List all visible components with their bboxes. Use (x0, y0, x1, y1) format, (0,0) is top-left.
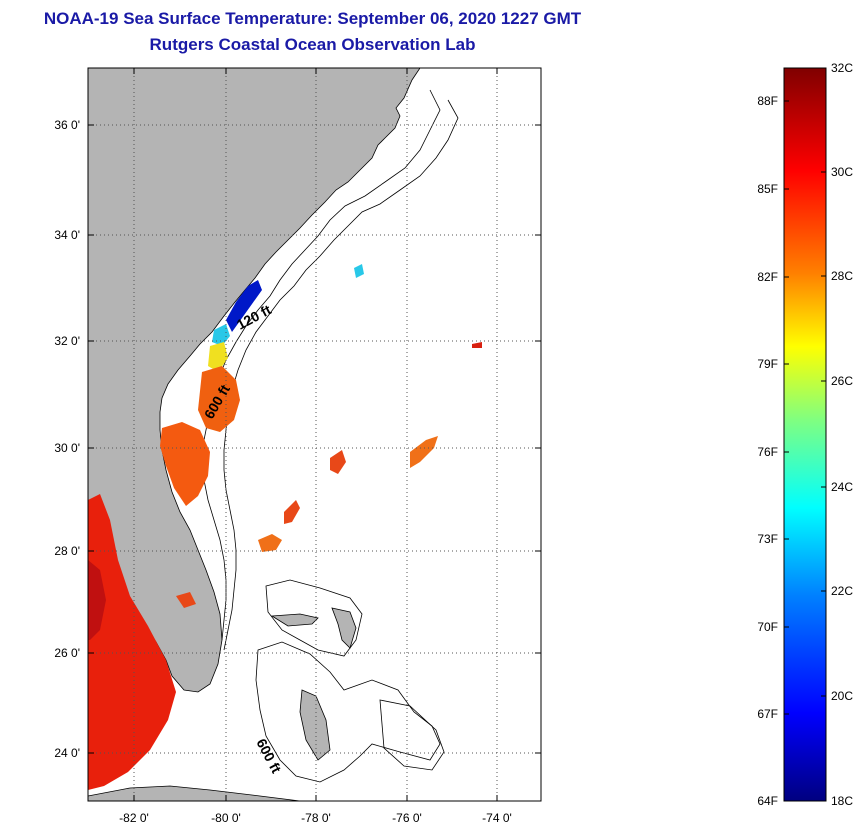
lat-label: 24 0' (54, 746, 80, 760)
contour-120ft (201, 89, 441, 641)
lat-label: 30 0' (54, 441, 80, 455)
sst-patch-nearshore-fl (160, 422, 210, 506)
contour-bahamas-1 (265, 579, 363, 657)
sst-patch-cyan-2 (354, 264, 364, 278)
cb-c-label: 32C (831, 61, 853, 75)
sst-observations (88, 264, 482, 790)
sst-patch-gulf-red (88, 494, 176, 790)
sst-patch-offshore-5 (176, 592, 196, 608)
lon-label: -74 0' (482, 811, 512, 825)
cb-c-label: 20C (831, 689, 853, 703)
cb-f-label: 67F (757, 707, 778, 721)
bathymetry-contours (201, 89, 459, 783)
lon-label: -76 0' (392, 811, 422, 825)
cb-f-label: 88F (757, 94, 778, 108)
cb-c-label: 24C (831, 480, 853, 494)
cb-f-label: 85F (757, 182, 778, 196)
lat-label: 26 0' (54, 646, 80, 660)
land-bahamas-andros (299, 689, 331, 761)
lat-label: 32 0' (54, 334, 80, 348)
cb-c-label: 30C (831, 165, 853, 179)
cb-f-label: 64F (757, 794, 778, 808)
colorbar (783, 67, 827, 802)
cb-f-label: 73F (757, 532, 778, 546)
sst-patch-cold-carolina (226, 280, 262, 332)
map-title: NOAA-19 Sea Surface Temperature: Septemb… (43, 9, 582, 28)
land-us-mainland (88, 68, 421, 693)
cb-f-label: 79F (757, 357, 778, 371)
sst-patch-orange-ga (198, 366, 240, 432)
map-subtitle: Rutgers Coastal Ocean Observation Lab (149, 35, 476, 54)
sst-patch-gulf-dark (88, 560, 106, 640)
axis-ticks (88, 68, 541, 801)
sst-patch-offshore-4 (284, 500, 300, 524)
contour-600ft (223, 99, 459, 651)
sst-patch-offshore-1 (410, 436, 438, 468)
contour-bahamas-3 (379, 699, 445, 771)
latitude-labels: 36 0' 34 0' 32 0' 30 0' 28 0' 26 0' 24 0… (54, 118, 80, 760)
cb-c-label: 26C (831, 374, 853, 388)
lat-label: 34 0' (54, 228, 80, 242)
cb-f-label: 82F (757, 270, 778, 284)
lon-label: -78 0' (301, 811, 331, 825)
land-bahamas-grand (270, 613, 319, 627)
sst-patch-offshore-2 (330, 450, 346, 474)
longitude-labels: -82 0' -80 0' -78 0' -76 0' -74 0' (119, 811, 512, 825)
sst-patch-offshore-3 (258, 534, 282, 552)
sst-patch-offshore-6 (472, 342, 482, 348)
lon-label: -80 0' (211, 811, 241, 825)
cb-c-label: 22C (831, 584, 853, 598)
colorbar-celsius-labels: 32C 30C 28C 26C 24C 22C 20C 18C (831, 61, 853, 808)
cb-f-label: 70F (757, 620, 778, 634)
cb-c-label: 28C (831, 269, 853, 283)
land-cuba (88, 785, 301, 801)
map-frame (87, 67, 542, 802)
contour-bahamas-2 (255, 641, 441, 783)
colorbar-fahrenheit-labels: 88F 85F 82F 79F 76F 73F 70F 67F 64F (757, 94, 778, 808)
sst-patch-yellow (208, 342, 228, 372)
cb-f-label: 76F (757, 445, 778, 459)
colorbar-ticks (784, 67, 826, 715)
lat-label: 28 0' (54, 544, 80, 558)
lat-label: 36 0' (54, 118, 80, 132)
cb-c-label: 18C (831, 794, 853, 808)
lon-label: -82 0' (119, 811, 149, 825)
